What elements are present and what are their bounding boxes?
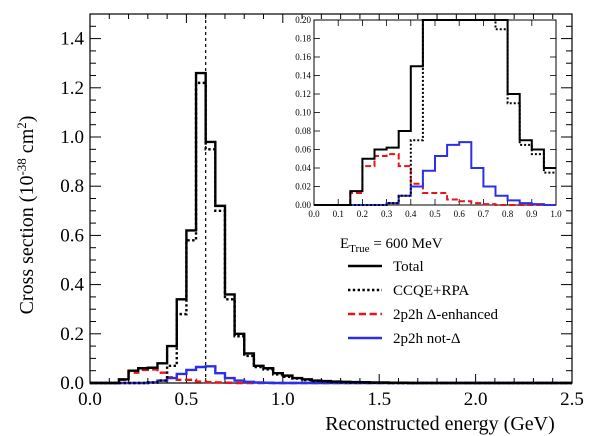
x-axis-title: Reconstructed energy (GeV) [325, 413, 555, 435]
inset-y-tick-label: 0.12 [295, 89, 311, 99]
inset-x-tick-label: 0.9 [526, 209, 538, 219]
inset-y-tick-label: 0.18 [295, 34, 311, 44]
inset-series-line-2p2h-enhanced [314, 153, 556, 206]
inset-x-tick-label: 0.6 [454, 209, 466, 219]
series-line-total [90, 71, 572, 385]
x-tick-label: 1.5 [367, 389, 391, 410]
y-tick-label: 0.4 [60, 275, 84, 296]
inset-y-tick-label: 0.14 [295, 71, 311, 81]
x-tick-label: 0.0 [78, 389, 102, 410]
y-tick-label: 1.2 [60, 78, 84, 99]
legend-label: 2p2h Δ-enhanced [393, 307, 499, 323]
main-series-layer [90, 14, 572, 385]
inset-x-tick-label: 1.0 [550, 209, 562, 219]
inset-y-tick-label: 0.08 [295, 126, 311, 136]
x-tick-label: 2.5 [560, 389, 584, 410]
legend-header: ETrue = 600 MeV [340, 236, 443, 255]
inset-x-tick-label: 0.0 [308, 209, 320, 219]
y-axis-title-unit: cm [16, 128, 38, 158]
inset-x-tick-label: 0.3 [381, 209, 393, 219]
y-tick-label: 0.0 [60, 373, 84, 394]
legend: ETrue = 600 MeV Total CCQE+RPA 2p2h Δ-enhan… [340, 236, 499, 347]
y-axis-title-exp: -38 [14, 158, 29, 175]
x-tick-label: 0.5 [175, 389, 199, 410]
legend-header-subscript: True [349, 243, 369, 255]
inset-plot: 0.0 0.1 0.2 0.3 0.4 0.5 0.6 0.7 0.8 0.9 1.0 0.00 0.0… [295, 15, 562, 219]
y-axis-title-close: ) [16, 116, 38, 123]
inset-x-tick-label: 0.8 [502, 209, 514, 219]
y-tick-label: 0.6 [60, 225, 84, 246]
legend-header-symbol: E [340, 236, 349, 252]
y-tick-label: 0.8 [60, 176, 84, 197]
inset-x-tick-label: 0.2 [357, 209, 368, 219]
inset-x-tick-label: 0.5 [429, 209, 441, 219]
inset-y-tick-label: 0.04 [295, 163, 311, 173]
inset-y-tick-label: 0.16 [295, 52, 311, 62]
y-tick-label: 1.4 [60, 29, 84, 50]
inset-y-tick-label: 0.02 [295, 182, 311, 192]
y-tick-label: 0.2 [60, 324, 84, 345]
legend-header-value: = 600 MeV [370, 236, 443, 252]
legend-label: 2p2h not-Δ [393, 331, 461, 347]
x-tick-label: 2.0 [464, 389, 488, 410]
inset-y-tick-label: 0.00 [295, 200, 311, 210]
legend-label: Total [393, 259, 424, 275]
inset-y-tick-label: 0.20 [295, 15, 311, 25]
legend-label: CCQE+RPA [393, 283, 469, 299]
y-tick-label: 1.0 [60, 127, 84, 148]
inset-x-tick-label: 0.1 [333, 209, 344, 219]
inset-x-tick-label: 0.4 [405, 209, 417, 219]
y-axis-title: Cross section (10-38 cm2) [14, 116, 38, 315]
y-axis-title-main: Cross section (10 [16, 176, 38, 315]
x-tick-label: 1.0 [271, 389, 295, 410]
inset-y-tick-label: 0.10 [295, 108, 311, 118]
y-axis-title-unit-exp: 2 [14, 122, 29, 129]
inset-y-tick-label: 0.06 [295, 145, 311, 155]
inset-x-tick-label: 0.7 [478, 209, 490, 219]
inset-frame [313, 19, 557, 206]
inset-series-line-total [314, 19, 556, 206]
